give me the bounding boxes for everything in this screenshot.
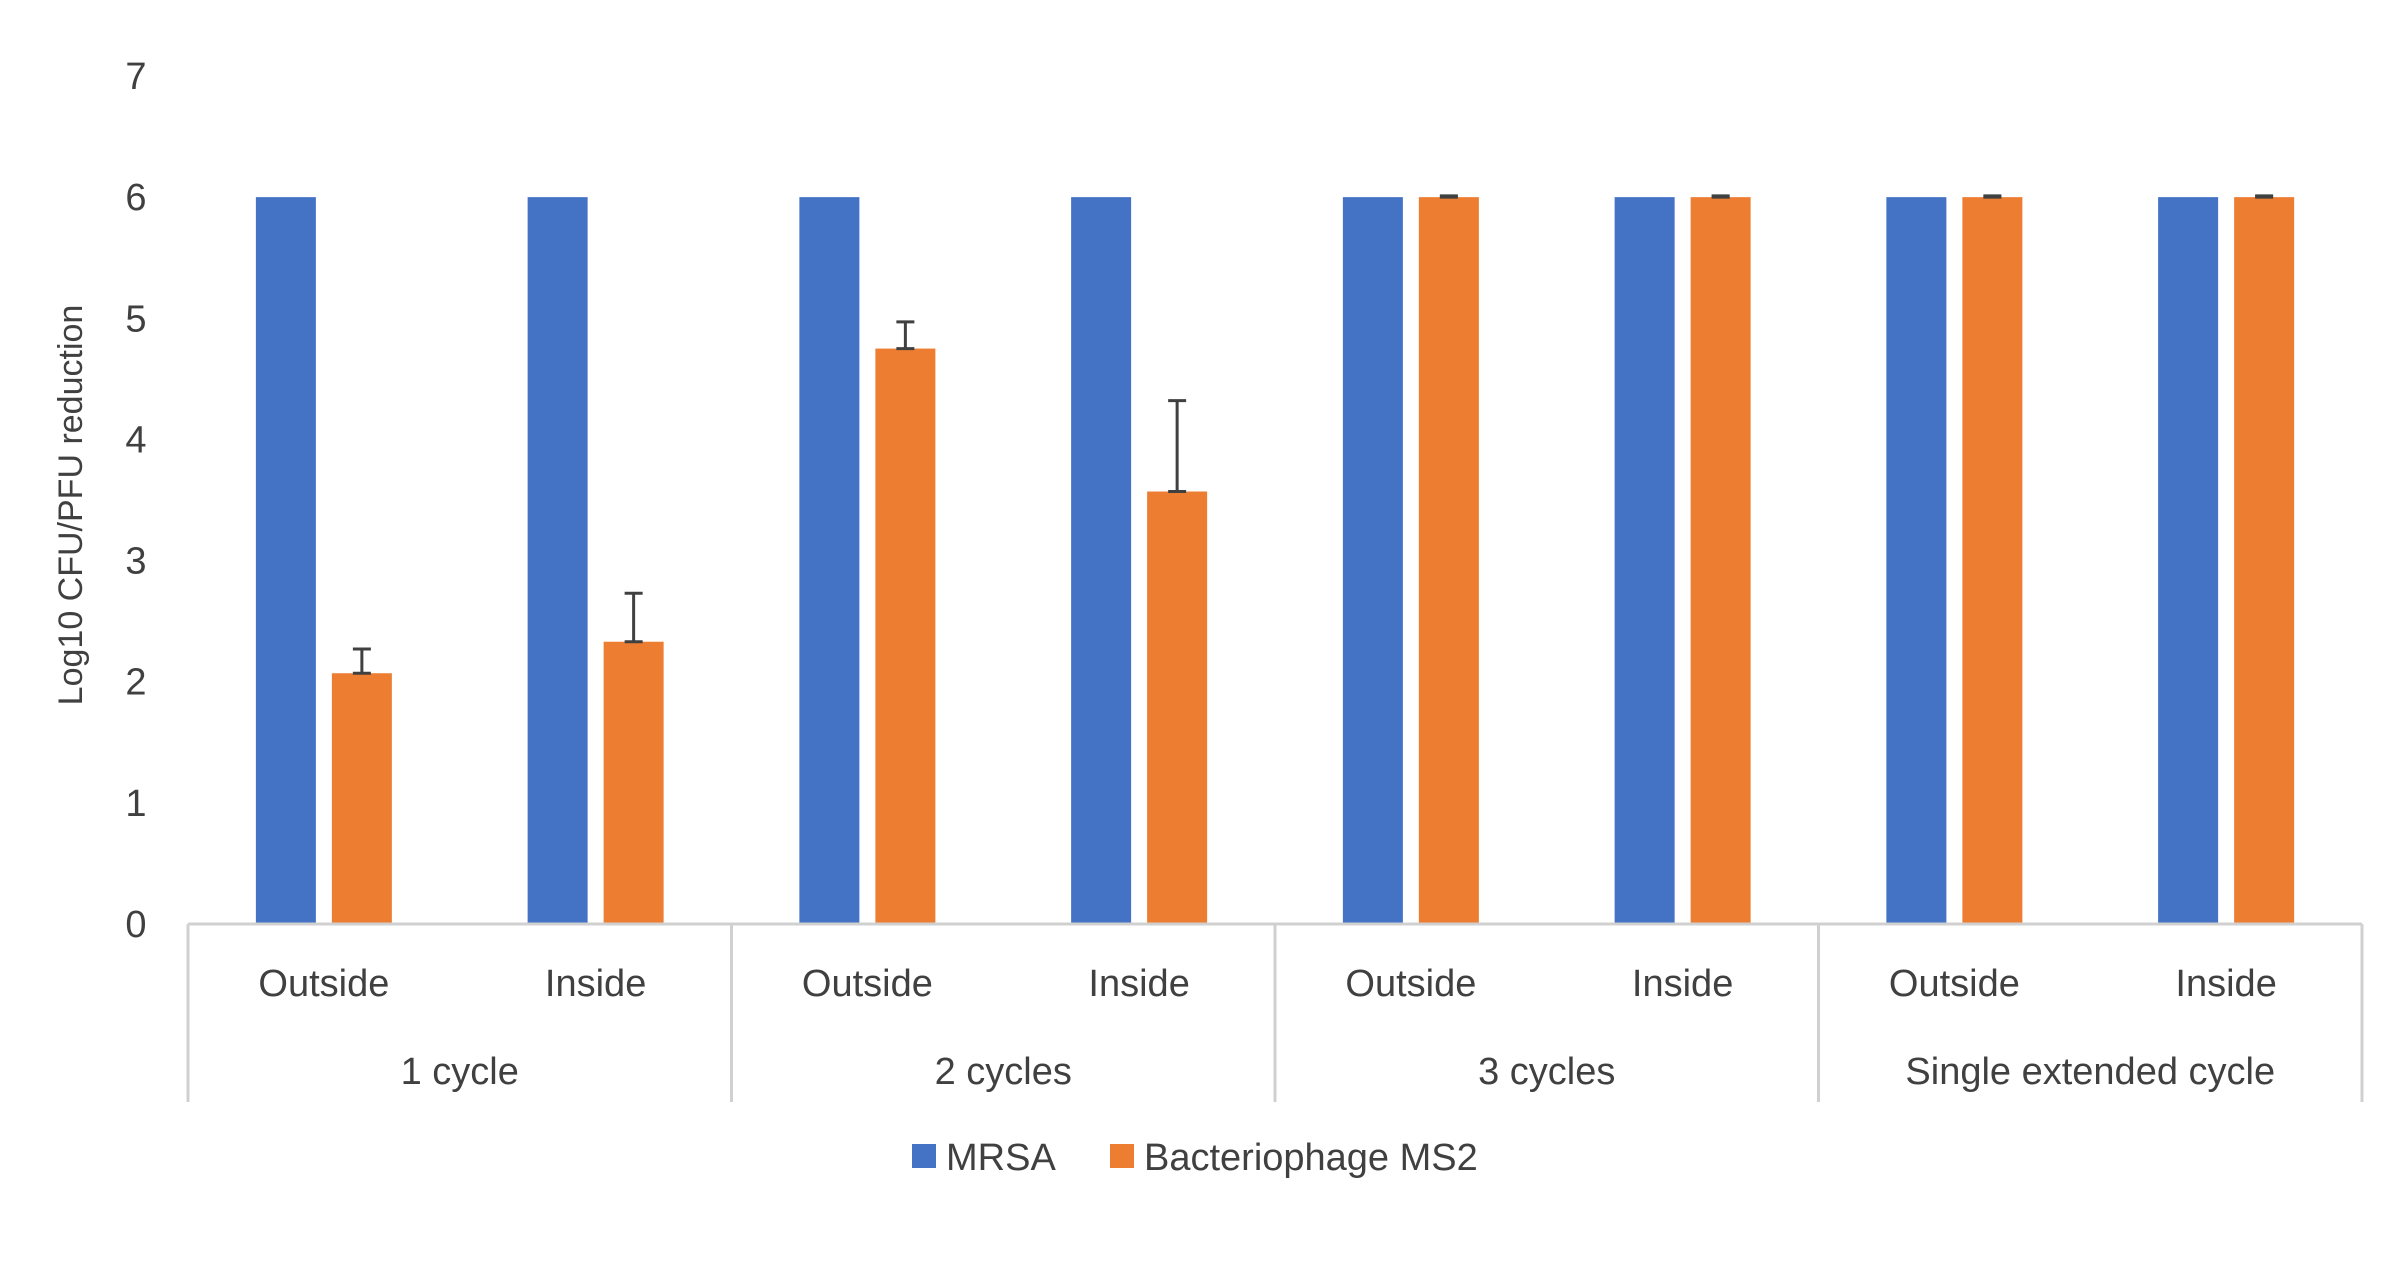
error-bars — [352, 194, 2274, 675]
bar-ms2 — [875, 348, 936, 925]
bar-mrsa — [527, 197, 588, 925]
category-label: Outside — [802, 963, 933, 1005]
bar-ms2 — [1147, 491, 1208, 924]
category-label: Inside — [1632, 963, 1733, 1005]
group-label: Single extended cycle — [1905, 1051, 2275, 1093]
legend: MRSA Bacteriophage MS2 — [912, 1137, 1478, 1179]
bar-ms2 — [1690, 197, 1751, 925]
y-axis-ticks: 0 1 2 3 4 5 6 7 — [125, 56, 146, 946]
category-label: Outside — [1345, 963, 1476, 1005]
group-label: 1 cycle — [401, 1051, 519, 1093]
category-label: Outside — [1889, 963, 2020, 1005]
bar-ms2 — [2234, 197, 2295, 925]
y-tick-label: 3 — [125, 541, 146, 583]
group-label: 3 cycles — [1478, 1051, 1615, 1093]
y-tick-label: 0 — [125, 904, 146, 946]
bar-mrsa — [799, 197, 860, 925]
bar-mrsa — [1614, 197, 1675, 925]
legend-swatch — [1110, 1144, 1134, 1168]
legend-label: Bacteriophage MS2 — [1144, 1137, 1478, 1179]
bar-ms2 — [1962, 197, 2023, 925]
bar-mrsa — [1342, 197, 1403, 925]
category-label: Inside — [2175, 963, 2276, 1005]
y-tick-label: 5 — [125, 298, 146, 340]
y-tick-label: 4 — [125, 419, 146, 461]
bar-ms2 — [331, 673, 392, 924]
bars — [255, 197, 2295, 925]
bar-mrsa — [2158, 197, 2219, 925]
legend-swatch — [912, 1144, 936, 1168]
legend-label: MRSA — [946, 1137, 1056, 1179]
group-label: 2 cycles — [935, 1051, 1072, 1093]
y-tick-label: 6 — [125, 177, 146, 219]
x-axis: Outside Inside Outside Inside Outside Inside O… — [186, 922, 2364, 1102]
bar-ms2 — [603, 641, 664, 924]
category-label: Outside — [258, 963, 389, 1005]
bar-mrsa — [1071, 197, 1132, 925]
category-label: Inside — [545, 963, 646, 1005]
bar-ms2 — [1418, 197, 1479, 925]
y-tick-label: 1 — [125, 783, 146, 825]
y-tick-label: 7 — [125, 56, 146, 98]
y-axis-label: Log10 CFU/PFU reduction — [52, 305, 90, 706]
category-label: Inside — [1088, 963, 1189, 1005]
bar-mrsa — [255, 197, 316, 925]
y-tick-label: 2 — [125, 662, 146, 704]
bar-mrsa — [1886, 197, 1947, 925]
